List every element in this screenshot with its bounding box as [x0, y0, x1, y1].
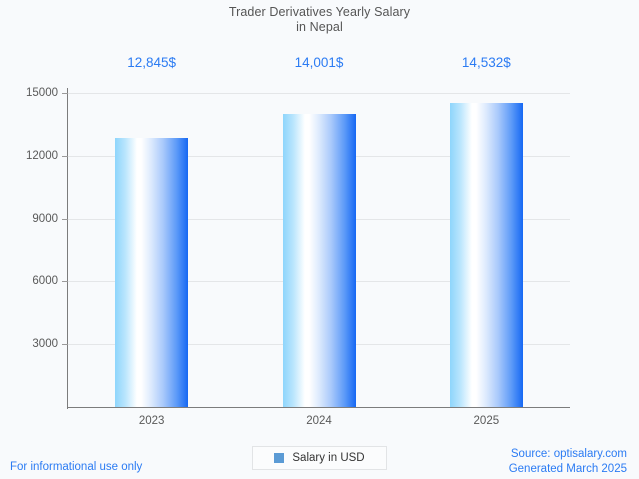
x-tick-label: 2024 [306, 415, 332, 427]
y-tick-mark [62, 218, 68, 220]
source-text: Source: optisalary.com [510, 448, 627, 460]
x-tick-label: 2023 [138, 415, 165, 427]
disclaimer-text: For informational use only [10, 461, 143, 473]
bar-2024[interactable] [282, 113, 356, 407]
x-tick-label: 2025 [473, 415, 500, 427]
chart-title: Trader Derivatives Yearly Salary in Nepa… [0, 5, 639, 35]
y-tick-label: 9000 [32, 212, 58, 225]
generated-date-text: Generated March 2025 [508, 463, 627, 475]
y-axis-line [67, 88, 69, 409]
chart-legend[interactable]: Salary in USD [252, 446, 387, 470]
source-attribution: Source: optisalary.com Generated March 2… [509, 447, 627, 477]
chart-title-line-2: in Nepal [296, 20, 343, 34]
y-tick-mark [62, 155, 68, 157]
y-tick-label: 12000 [26, 149, 58, 162]
y-tick-mark [62, 93, 68, 94]
y-tick-label: 15000 [26, 87, 58, 99]
x-axis-line [67, 406, 570, 408]
bar-2025[interactable] [449, 102, 523, 407]
y-tick-mark [62, 344, 68, 346]
chart-title-line-1: Trader Derivatives Yearly Salary [228, 5, 411, 19]
legend-label: Salary in USD [292, 452, 365, 464]
bar-2023[interactable] [115, 138, 189, 407]
gridline [68, 93, 570, 94]
bar-value-label: 14,532$ [461, 55, 511, 70]
y-tick-mark [62, 281, 68, 283]
y-tick-label: 6000 [32, 275, 58, 288]
y-tick-label: 3000 [32, 338, 58, 351]
bar-value-label: 14,001$ [294, 55, 344, 70]
legend-swatch-icon [274, 453, 285, 463]
bar-value-label: 12,845$ [127, 55, 177, 70]
